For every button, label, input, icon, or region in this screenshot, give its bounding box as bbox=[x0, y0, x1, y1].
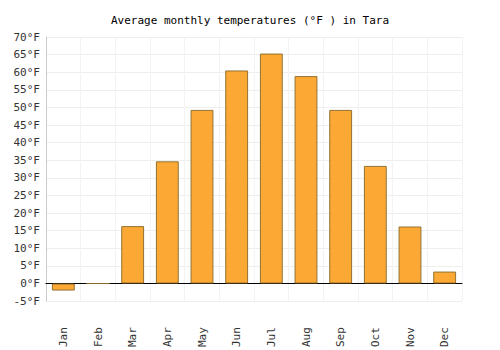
svg-text:Jun: Jun bbox=[230, 327, 243, 347]
svg-text:70°F: 70°F bbox=[14, 31, 41, 44]
svg-text:Oct: Oct bbox=[369, 327, 382, 347]
svg-text:45°F: 45°F bbox=[14, 119, 41, 132]
svg-text:Feb: Feb bbox=[92, 327, 105, 347]
svg-text:5°F: 5°F bbox=[20, 259, 40, 272]
svg-text:Jan: Jan bbox=[57, 327, 70, 347]
svg-text:10°F: 10°F bbox=[14, 242, 41, 255]
svg-text:60°F: 60°F bbox=[14, 66, 41, 79]
svg-text:May: May bbox=[196, 327, 209, 347]
svg-text:20°F: 20°F bbox=[14, 207, 41, 220]
svg-text:Dec: Dec bbox=[438, 327, 451, 347]
svg-text:25°F: 25°F bbox=[14, 189, 41, 202]
svg-text:50°F: 50°F bbox=[14, 101, 41, 114]
svg-text:Aug: Aug bbox=[300, 327, 313, 347]
svg-text:40°F: 40°F bbox=[14, 136, 41, 149]
svg-text:-5°F: -5°F bbox=[14, 295, 41, 308]
svg-text:Apr: Apr bbox=[161, 327, 174, 347]
svg-text:15°F: 15°F bbox=[14, 224, 41, 237]
svg-text:Sep: Sep bbox=[334, 327, 347, 347]
svg-text:30°F: 30°F bbox=[14, 171, 41, 184]
svg-text:55°F: 55°F bbox=[14, 83, 41, 96]
svg-text:35°F: 35°F bbox=[14, 154, 41, 167]
svg-text:Average monthly temperatures (: Average monthly temperatures (°F ) in Ta… bbox=[111, 14, 389, 27]
svg-text:65°F: 65°F bbox=[14, 48, 41, 61]
svg-text:Jul: Jul bbox=[265, 327, 278, 347]
svg-text:Mar: Mar bbox=[126, 327, 139, 347]
svg-text:Nov: Nov bbox=[404, 327, 417, 347]
svg-text:0°F: 0°F bbox=[20, 277, 40, 290]
